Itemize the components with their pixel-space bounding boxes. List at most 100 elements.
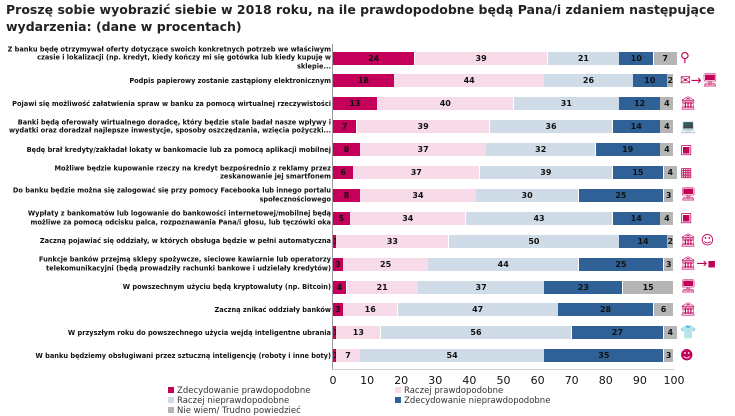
category-label: W banku będziemy obsługiwani przez sztuc… [35,351,331,360]
x-tick-label: 30 [428,374,443,387]
bar-segment: 6 [653,303,674,317]
legend-label: Nie wiem/ Trudno powiedzieć [177,406,301,416]
bar-segment: 14 [612,120,660,134]
bar-segment: 4 [663,166,677,179]
legend-swatch [395,387,401,393]
legend-item: Zdecydowanie prawdopodobne [168,386,310,396]
bank-to-shops-icon: 🏛→▪ [680,256,717,272]
category-label: Wypłaty z bankomatów lub logowanie do ba… [27,209,331,227]
bar-segment: 3 [663,349,674,363]
bar-segment: 6 [333,166,353,179]
laptop-advisor-icon: 💻 [680,119,697,135]
bar-segment: 7 [333,120,357,134]
bar-segment: 2 [667,234,674,248]
category-label: Podpis papierowy zostanie zastąpiony ele… [129,76,331,85]
bar-segment: 1 [333,349,336,363]
bar-segment: 15 [612,166,664,179]
bank-brain-icon: 🏛 ☺ [680,233,715,249]
bar-segment: 14 [612,211,660,225]
bar-segment: 27 [571,326,664,340]
x-tick-label: 0 [329,374,337,387]
ai-head-icon: ☻ [680,348,694,364]
legend-item: Raczej prawdopodobne [395,386,503,396]
bar-segment: 7 [336,349,360,363]
safe-fingerprint-icon: ▣ [680,210,693,226]
bar-segment: 44 [428,257,578,271]
bar-segment: 3 [333,257,343,271]
chart-title: Proszę sobie wyobrazić siebie w 2018 rok… [6,2,715,34]
legend-label: Raczej nieprawdopodobne [177,396,290,406]
x-axis-line [332,369,674,370]
bar-segment: 5 [333,211,350,225]
bar-segment: 3 [333,303,343,317]
bar-segment: 34 [360,188,476,202]
bar-segment: 4 [663,326,677,340]
smart-clothes-icon: 👕 [680,325,697,341]
bar-segment: 21 [346,280,418,294]
bar-segment: 8 [333,143,360,157]
bar-segment: 16 [343,303,398,317]
bar-segment: 4 [333,280,347,294]
bar-segment: 4 [660,97,674,111]
bar-segment: 25 [578,188,664,202]
bar-segment: 32 [486,143,596,157]
legend-item: Nie wiem/ Trudno powiedzieć [168,406,301,416]
bar-segment: 13 [333,97,377,111]
category-label: Zaczną znikać oddziały banków [214,305,332,314]
bar-segment: 3 [663,188,674,202]
bar-segment: 7 [653,51,677,65]
bar-segment: 8 [333,188,360,202]
location-globe-icon: ⚲ [680,50,690,66]
x-tick-label: 80 [598,374,613,387]
bar-segment: 56 [380,326,572,340]
bar-segment: 36 [489,120,613,134]
bar-segment: 10 [633,74,667,88]
bar-segment: 50 [448,234,619,248]
legend-swatch [168,397,174,403]
bar-segment: 39 [356,120,490,134]
category-label: Z banku będę otrzymywał oferty dotyczące… [7,45,331,71]
bar-segment: 12 [619,97,660,111]
legend-swatch [168,387,174,393]
bar-segment: 15 [622,280,674,294]
legend-label: Raczej prawdopodobne [404,386,504,396]
bar-segment: 18 [333,74,394,88]
category-label: W powszechnym użyciu będą kryptowaluty (… [122,282,331,291]
legend-swatch [395,397,401,403]
category-label: W przyszłym roku do powszechnego użycia … [67,328,331,337]
bar-segment: 34 [350,211,466,225]
category-label: Zaczną pojawiać się oddziały, w których … [39,236,331,245]
legend-label: Zdecydowanie prawdopodobne [177,386,311,396]
bar-segment: 37 [360,143,486,157]
legend-item: Raczej nieprawdopodobne [168,396,289,406]
bar-segment: 1 [333,234,336,248]
bar-segment: 30 [476,188,579,202]
category-label: Będę brał kredyty/zakładał lokaty w bank… [26,145,331,154]
x-tick-label: 50 [496,374,511,387]
x-tick-label: 60 [530,374,545,387]
bar-segment: 39 [414,51,548,65]
bar-segment: 24 [333,51,415,65]
category-label: Pojawi się możliwość załatwienia spraw w… [12,99,331,108]
bar-segment: 37 [418,280,544,294]
category-label: Możliwe będzie kupowanie rzeczy na kredy… [54,164,331,181]
computer-crypto-icon: 🖥 [680,279,697,295]
bar-segment: 33 [336,234,449,248]
bar-segment: 44 [394,74,544,88]
bar-segment: 1 [333,326,336,340]
bar-segment: 4 [660,211,674,225]
bar-segment: 26 [544,74,633,88]
computer-login-icon: 🖥 [680,187,697,203]
bar-segment: 13 [336,326,381,340]
category-label: Funkcje banków przejmą sklepy spożywcze,… [38,255,331,273]
bar-segment: 19 [595,143,660,157]
x-tick-label: 10 [360,374,375,387]
bank-vr-icon: 🏛 [680,96,697,112]
bar-segment: 43 [465,211,613,225]
phone-scan-icon: ▦ [680,165,693,180]
bar-segment: 31 [513,97,619,111]
bank-closing-icon: 🏛 [680,302,697,318]
x-tick-label: 40 [462,374,477,387]
bar-segment: 25 [578,257,664,271]
x-tick-label: 20 [394,374,409,387]
